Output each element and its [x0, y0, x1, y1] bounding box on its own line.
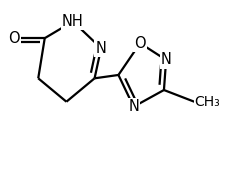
Text: O: O: [9, 31, 20, 46]
Text: N: N: [128, 99, 138, 114]
Text: NH: NH: [62, 14, 83, 29]
Text: CH₃: CH₃: [194, 95, 219, 109]
Text: N: N: [160, 52, 171, 67]
Text: O: O: [134, 36, 145, 51]
Text: N: N: [95, 41, 106, 56]
